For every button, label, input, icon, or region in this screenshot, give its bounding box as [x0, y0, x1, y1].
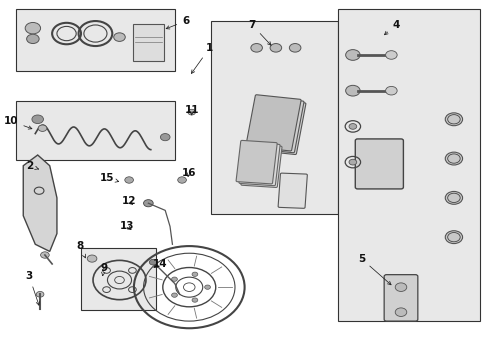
FancyBboxPatch shape: [241, 144, 282, 188]
Text: 11: 11: [184, 105, 199, 115]
Text: 6: 6: [166, 16, 189, 29]
Circle shape: [204, 285, 210, 289]
Circle shape: [177, 177, 186, 183]
FancyBboxPatch shape: [278, 173, 306, 208]
Circle shape: [87, 255, 97, 262]
Text: 7: 7: [247, 19, 270, 45]
Text: 8: 8: [76, 241, 85, 258]
Circle shape: [160, 134, 170, 141]
FancyBboxPatch shape: [248, 96, 304, 153]
FancyBboxPatch shape: [239, 142, 280, 186]
Circle shape: [192, 298, 198, 302]
Text: 16: 16: [182, 168, 196, 178]
Circle shape: [36, 292, 44, 297]
FancyBboxPatch shape: [355, 139, 403, 189]
Circle shape: [26, 34, 39, 44]
Circle shape: [385, 51, 396, 59]
FancyBboxPatch shape: [16, 9, 175, 71]
Text: 10: 10: [4, 116, 32, 129]
Circle shape: [445, 231, 462, 244]
Circle shape: [385, 86, 396, 95]
Text: 13: 13: [119, 221, 134, 231]
FancyBboxPatch shape: [133, 24, 163, 61]
Circle shape: [41, 252, 49, 258]
Text: 5: 5: [357, 253, 390, 285]
Text: 9: 9: [100, 262, 107, 276]
Circle shape: [124, 177, 133, 183]
Text: 2: 2: [25, 161, 39, 171]
Circle shape: [171, 277, 177, 281]
Circle shape: [149, 259, 157, 265]
Circle shape: [345, 50, 359, 60]
Circle shape: [445, 113, 462, 126]
Circle shape: [38, 125, 47, 131]
Circle shape: [394, 308, 406, 316]
Circle shape: [289, 44, 300, 52]
FancyBboxPatch shape: [245, 95, 301, 151]
Circle shape: [143, 200, 153, 207]
Text: 4: 4: [384, 19, 399, 35]
Circle shape: [348, 159, 356, 165]
Text: 3: 3: [25, 271, 40, 305]
Circle shape: [171, 293, 177, 297]
Text: 12: 12: [122, 197, 136, 206]
Circle shape: [114, 33, 125, 41]
FancyBboxPatch shape: [16, 102, 175, 160]
FancyBboxPatch shape: [210, 21, 338, 214]
FancyBboxPatch shape: [250, 98, 305, 154]
Polygon shape: [23, 155, 57, 251]
Circle shape: [345, 85, 359, 96]
Circle shape: [445, 152, 462, 165]
Text: 15: 15: [100, 173, 119, 183]
Circle shape: [394, 283, 406, 292]
Text: 14: 14: [153, 259, 167, 269]
Circle shape: [445, 192, 462, 204]
FancyBboxPatch shape: [338, 9, 479, 321]
Circle shape: [32, 115, 43, 123]
Circle shape: [250, 44, 262, 52]
FancyBboxPatch shape: [384, 275, 417, 321]
FancyBboxPatch shape: [236, 140, 277, 184]
Circle shape: [187, 109, 195, 115]
Circle shape: [25, 22, 41, 34]
Circle shape: [269, 44, 281, 52]
Circle shape: [192, 272, 198, 276]
FancyBboxPatch shape: [81, 248, 155, 310]
Circle shape: [348, 123, 356, 129]
Text: 1: 1: [191, 43, 213, 73]
